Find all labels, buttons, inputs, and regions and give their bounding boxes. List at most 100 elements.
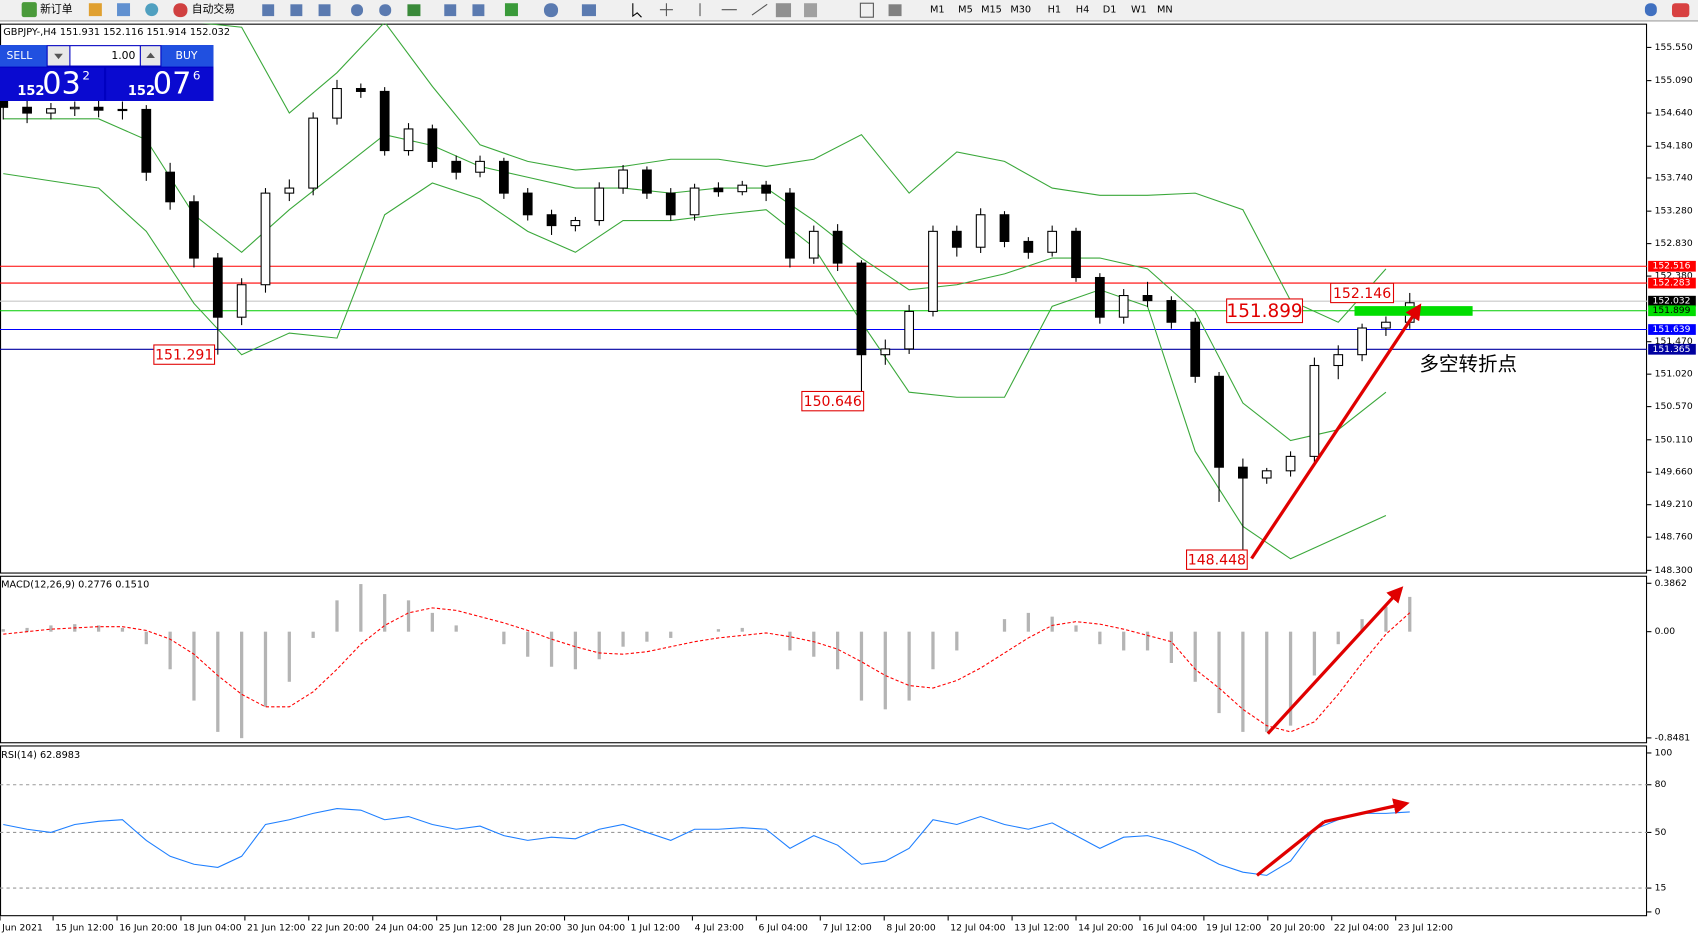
- macd-bar: [788, 631, 792, 651]
- timeframe-button[interactable]: W1: [1131, 5, 1147, 16]
- x-tick-label: 22 Jun 20:00: [311, 923, 370, 934]
- timeframe-button[interactable]: M5: [958, 5, 973, 16]
- notification-icon[interactable]: [1671, 3, 1690, 18]
- y-tick-label: 152.380: [1655, 271, 1693, 282]
- macd-bar: [1288, 631, 1293, 726]
- lots-input[interactable]: [70, 46, 140, 66]
- main-frame: [0, 23, 1648, 574]
- tool-icon[interactable]: [290, 4, 303, 17]
- candle-body: [1381, 321, 1391, 329]
- candle-body: [141, 108, 152, 173]
- tool-icon[interactable]: [444, 4, 457, 17]
- buy-button[interactable]: [161, 45, 214, 67]
- tool-icon[interactable]: [407, 4, 421, 17]
- tool-icon[interactable]: [581, 4, 596, 17]
- tool-icon[interactable]: [804, 3, 818, 18]
- macd-bar: [621, 631, 625, 647]
- rsi-pane: RSI(14) 62.8983: [0, 745, 1648, 917]
- timeframe-button[interactable]: MN: [1157, 5, 1173, 16]
- tool-icon[interactable]: [472, 4, 485, 17]
- macd-bar: [1265, 631, 1269, 732]
- timeframe-button[interactable]: H4: [1076, 5, 1090, 16]
- annotations: 151.291 150.646 148.448 151.899 152.146: [153, 282, 1395, 570]
- cursor-icon[interactable]: [632, 3, 642, 18]
- candle-body: [880, 348, 891, 356]
- macd-pane: MACD(12,26,9) 0.2776 0.1510: [0, 575, 1648, 744]
- candle-body: [165, 171, 176, 203]
- macd-bar: [1408, 596, 1412, 632]
- sell-price-box[interactable]: [0, 67, 105, 101]
- macd-bar: [1074, 625, 1078, 632]
- tool-icon[interactable]: [543, 3, 559, 18]
- lots-value[interactable]: 1.00: [111, 49, 135, 62]
- tool-icon[interactable]: [379, 4, 392, 17]
- new-order-button[interactable]: 新订单: [40, 3, 73, 16]
- buy-price-box[interactable]: [106, 67, 214, 101]
- macd-bar: [1050, 616, 1054, 632]
- y-tick-label: 154.640: [1655, 108, 1693, 119]
- candle-body: [427, 128, 438, 162]
- candle-body: [522, 192, 533, 216]
- macd-bar: [240, 631, 244, 739]
- timeframe-button[interactable]: M30: [1010, 5, 1031, 16]
- tool-icon[interactable]: [117, 3, 131, 17]
- macd-plot: [1, 584, 1412, 739]
- macd-bar: [1, 629, 5, 632]
- macd-bar: [263, 631, 268, 707]
- buy-label[interactable]: BUY: [176, 49, 198, 62]
- macd-bar: [120, 627, 125, 632]
- draw-icons[interactable]: [659, 3, 768, 17]
- candle-body: [1094, 276, 1105, 318]
- tool-icon[interactable]: [859, 2, 874, 18]
- tool-icon[interactable]: [351, 4, 364, 17]
- y-tick-label: 155.090: [1655, 75, 1693, 86]
- macd-bar: [955, 631, 959, 651]
- x-tick-label: 16 Jul 04:00: [1142, 923, 1197, 934]
- tool-icon[interactable]: [145, 3, 159, 17]
- x-tick-label: 6 Jul 04:00: [759, 923, 808, 934]
- tool-icon[interactable]: [262, 4, 275, 17]
- x-tick-label: 12 Jul 04:00: [950, 923, 1005, 934]
- macd-bar: [716, 629, 721, 632]
- y-tick-label: 151.020: [1655, 369, 1693, 380]
- macd-bar: [1026, 612, 1030, 632]
- candle-body: [999, 214, 1010, 242]
- tool-icon[interactable]: [88, 3, 102, 17]
- auto-trading-icon[interactable]: [173, 3, 188, 18]
- tool-icon[interactable]: [888, 4, 902, 17]
- new-order-icon[interactable]: [21, 2, 37, 18]
- sell-button[interactable]: [0, 45, 47, 67]
- tool-icon[interactable]: [775, 3, 792, 18]
- timeframe-button[interactable]: M15: [981, 5, 1002, 16]
- timeframe-button[interactable]: D1: [1103, 5, 1117, 16]
- y-tick-label: 0.00: [1655, 626, 1676, 637]
- candle-body: [737, 184, 748, 193]
- search-icon[interactable]: [1644, 3, 1657, 17]
- macd-bar: [49, 625, 53, 632]
- signal-line: [3, 607, 1411, 733]
- auto-trading-button[interactable]: 自动交易: [192, 3, 235, 16]
- macd-bar: [597, 631, 601, 660]
- candle-body: [808, 230, 819, 259]
- candle-body: [236, 284, 247, 318]
- macd-bar: [859, 631, 864, 701]
- sell-label[interactable]: SELL: [7, 49, 33, 62]
- timeframe-button[interactable]: M1: [930, 5, 945, 16]
- price-callout-label: 151.291: [155, 348, 213, 364]
- timeframe-button[interactable]: H1: [1048, 5, 1062, 16]
- x-tick-label: 8 Jul 20:00: [886, 923, 935, 934]
- candle-body: [642, 169, 652, 194]
- tool-icon[interactable]: [318, 4, 331, 17]
- macd-bar: [96, 625, 101, 632]
- y-tick-label: 154.180: [1655, 141, 1693, 152]
- macd-bar: [192, 631, 196, 701]
- price-pips: 03: [42, 66, 81, 101]
- tool-icon[interactable]: [504, 3, 518, 17]
- trade-panel: SELL 1.00 BUY 152 03 2 152 07 6: [0, 45, 214, 101]
- x-tick-label: Jun 2021: [1, 923, 43, 934]
- macd-bar: [454, 625, 458, 632]
- candle-body: [594, 187, 605, 222]
- macd-bar: [1360, 619, 1364, 632]
- axes: 155.550 155.090 154.640 154.180 153.740 153.2…: [0, 42, 1696, 934]
- level-tag: [1648, 295, 1696, 307]
